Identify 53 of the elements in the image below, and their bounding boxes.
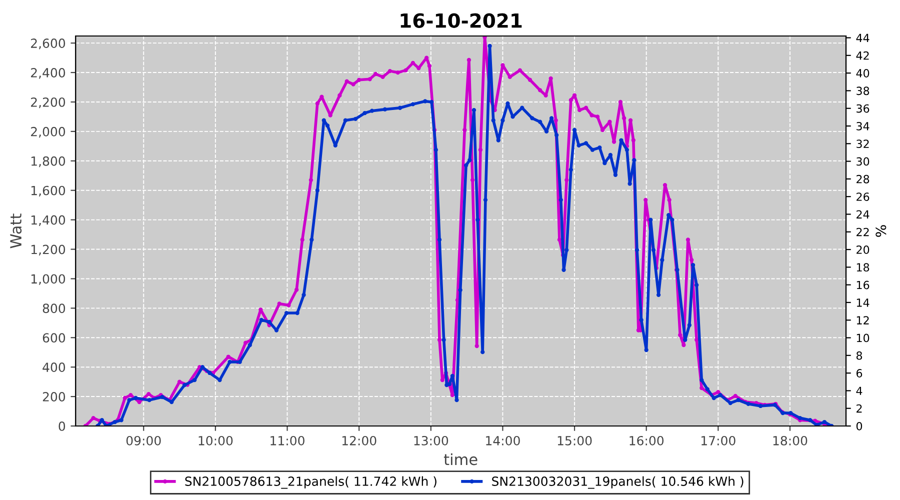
x-tick-label: 14:00 xyxy=(486,436,520,446)
y2-tick-label: 4 xyxy=(856,386,862,395)
y2-tick-label: 12 xyxy=(856,316,869,324)
y-axis-title: Watt xyxy=(10,214,22,248)
x-tick-label: 15:00 xyxy=(558,436,592,446)
y2-tick-label: 42 xyxy=(856,51,869,60)
y2-tick-label: 16 xyxy=(856,280,870,290)
y-tick-label: 400 xyxy=(42,362,66,372)
y2-tick-label: 6 xyxy=(856,369,862,378)
y2-tick-label: 34 xyxy=(856,122,870,130)
y2-tick-label: 18 xyxy=(856,263,870,272)
legend-label: SN2130032031_19panels( 10.546 kWh ) xyxy=(492,476,744,489)
x-tick-label: 10:00 xyxy=(198,436,233,446)
y2-tick-label: 14 xyxy=(856,298,870,307)
y-tick-label: 200 xyxy=(42,392,66,402)
x-tick-label: 13:00 xyxy=(414,436,448,446)
y-tick-label: 1,600 xyxy=(31,186,66,197)
y-tick-label: 0 xyxy=(58,421,66,431)
y2-tick-label: 26 xyxy=(856,192,870,201)
y2-tick-label: 44 xyxy=(856,34,870,42)
y2-tick-label: 24 xyxy=(856,210,870,218)
y2-tick-label: 36 xyxy=(856,104,870,113)
y2-tick-label: 28 xyxy=(856,174,870,184)
y2-tick-label: 22 xyxy=(856,228,869,236)
y2-tick-label: 0 xyxy=(856,422,862,430)
y2-tick-label: 32 xyxy=(856,140,869,148)
x-tick-label: 16:00 xyxy=(630,436,664,446)
y2-tick-label: 38 xyxy=(856,86,870,96)
y-tick-label: 1,400 xyxy=(31,215,66,226)
y-tick-label: 2,200 xyxy=(31,97,66,108)
y-tick-label: 1,000 xyxy=(31,274,66,285)
y-tick-label: 600 xyxy=(42,333,66,343)
x-tick-label: 11:00 xyxy=(270,436,304,446)
y-tick-label: 1,800 xyxy=(31,156,66,168)
y2-tick-label: 30 xyxy=(856,157,870,166)
y2-tick-label: 40 xyxy=(856,69,870,78)
x-tick-label: 17:00 xyxy=(702,436,736,446)
y-tick-label: 2,000 xyxy=(31,126,66,138)
y2-tick-label: 10 xyxy=(856,334,870,342)
y2-tick-label: 8 xyxy=(856,351,862,360)
x-tick-label: 18:00 xyxy=(773,436,808,446)
x-tick-label: 12:00 xyxy=(342,436,376,446)
y2-tick-label: 20 xyxy=(856,246,870,254)
y-tick-label: 2,400 xyxy=(31,68,66,79)
chart-title: 16-10-2021 xyxy=(400,13,522,28)
y-tick-label: 800 xyxy=(42,304,66,314)
y2-tick-label: 2 xyxy=(856,404,862,413)
y-tick-label: 2,600 xyxy=(31,38,66,50)
legend-label: SN2100578613_21panels( 11.742 kWh ) xyxy=(185,476,436,489)
x-axis-title: time xyxy=(444,453,478,466)
y-tick-label: 1,200 xyxy=(31,244,66,256)
y2-axis-title: % xyxy=(876,225,886,237)
x-tick-label: 09:00 xyxy=(126,436,161,446)
